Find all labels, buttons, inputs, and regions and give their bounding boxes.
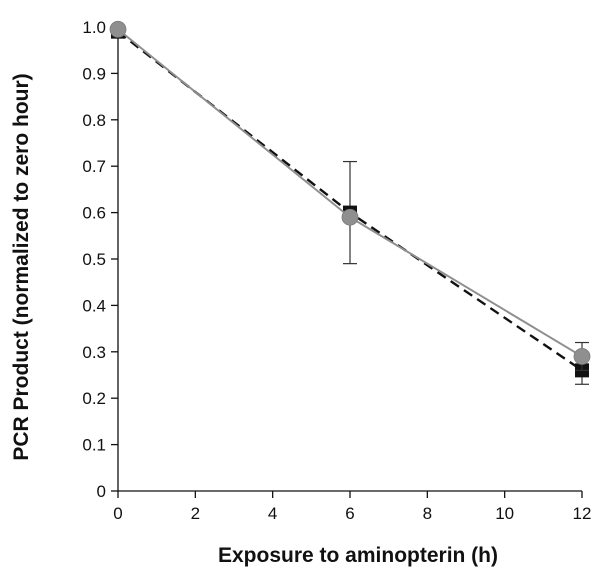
x-ticks: 0 2 4 6 8 10 12 bbox=[113, 491, 591, 523]
y-tick-label: 0.7 bbox=[82, 157, 106, 176]
y-tick-label: 0.4 bbox=[82, 296, 106, 315]
series-2-point bbox=[574, 348, 590, 364]
x-tick-label: 4 bbox=[268, 504, 277, 523]
y-tick-label: 1.0 bbox=[82, 18, 106, 37]
y-tick-label: 0.8 bbox=[82, 111, 106, 130]
x-tick-label: 0 bbox=[113, 504, 122, 523]
x-tick-label: 10 bbox=[495, 504, 514, 523]
y-tick-label: 0.5 bbox=[82, 250, 106, 269]
x-tick-label: 6 bbox=[345, 504, 354, 523]
y-tick-label: 0.2 bbox=[82, 389, 106, 408]
y-tick-label: 0 bbox=[97, 482, 106, 501]
series-2-point bbox=[342, 209, 358, 225]
x-axis-title: Exposure to aminopterin (h) bbox=[218, 544, 498, 567]
y-ticks: 0 0.1 0.2 0.3 0.4 0.5 0.6 0.7 0.8 0.9 1.0 bbox=[82, 18, 118, 501]
y-tick-label: 0.3 bbox=[82, 343, 106, 362]
plot-area: 0 2 4 6 8 10 12 0 0.1 0.2 0.3 0.4 0.5 0.6 0.7 0.8 0.9 1.… bbox=[82, 18, 591, 523]
x-tick-label: 8 bbox=[423, 504, 432, 523]
y-axis-title: PCR Product (normalized to zero hour) bbox=[10, 73, 33, 460]
y-tick-label: 0.6 bbox=[82, 204, 106, 223]
series-1 bbox=[111, 25, 589, 385]
y-tick-label: 0.1 bbox=[82, 436, 106, 455]
x-tick-label: 2 bbox=[191, 504, 200, 523]
series-2-point bbox=[110, 21, 126, 37]
series-layer bbox=[110, 21, 590, 384]
x-tick-label: 12 bbox=[573, 504, 592, 523]
y-tick-label: 0.9 bbox=[82, 64, 106, 83]
